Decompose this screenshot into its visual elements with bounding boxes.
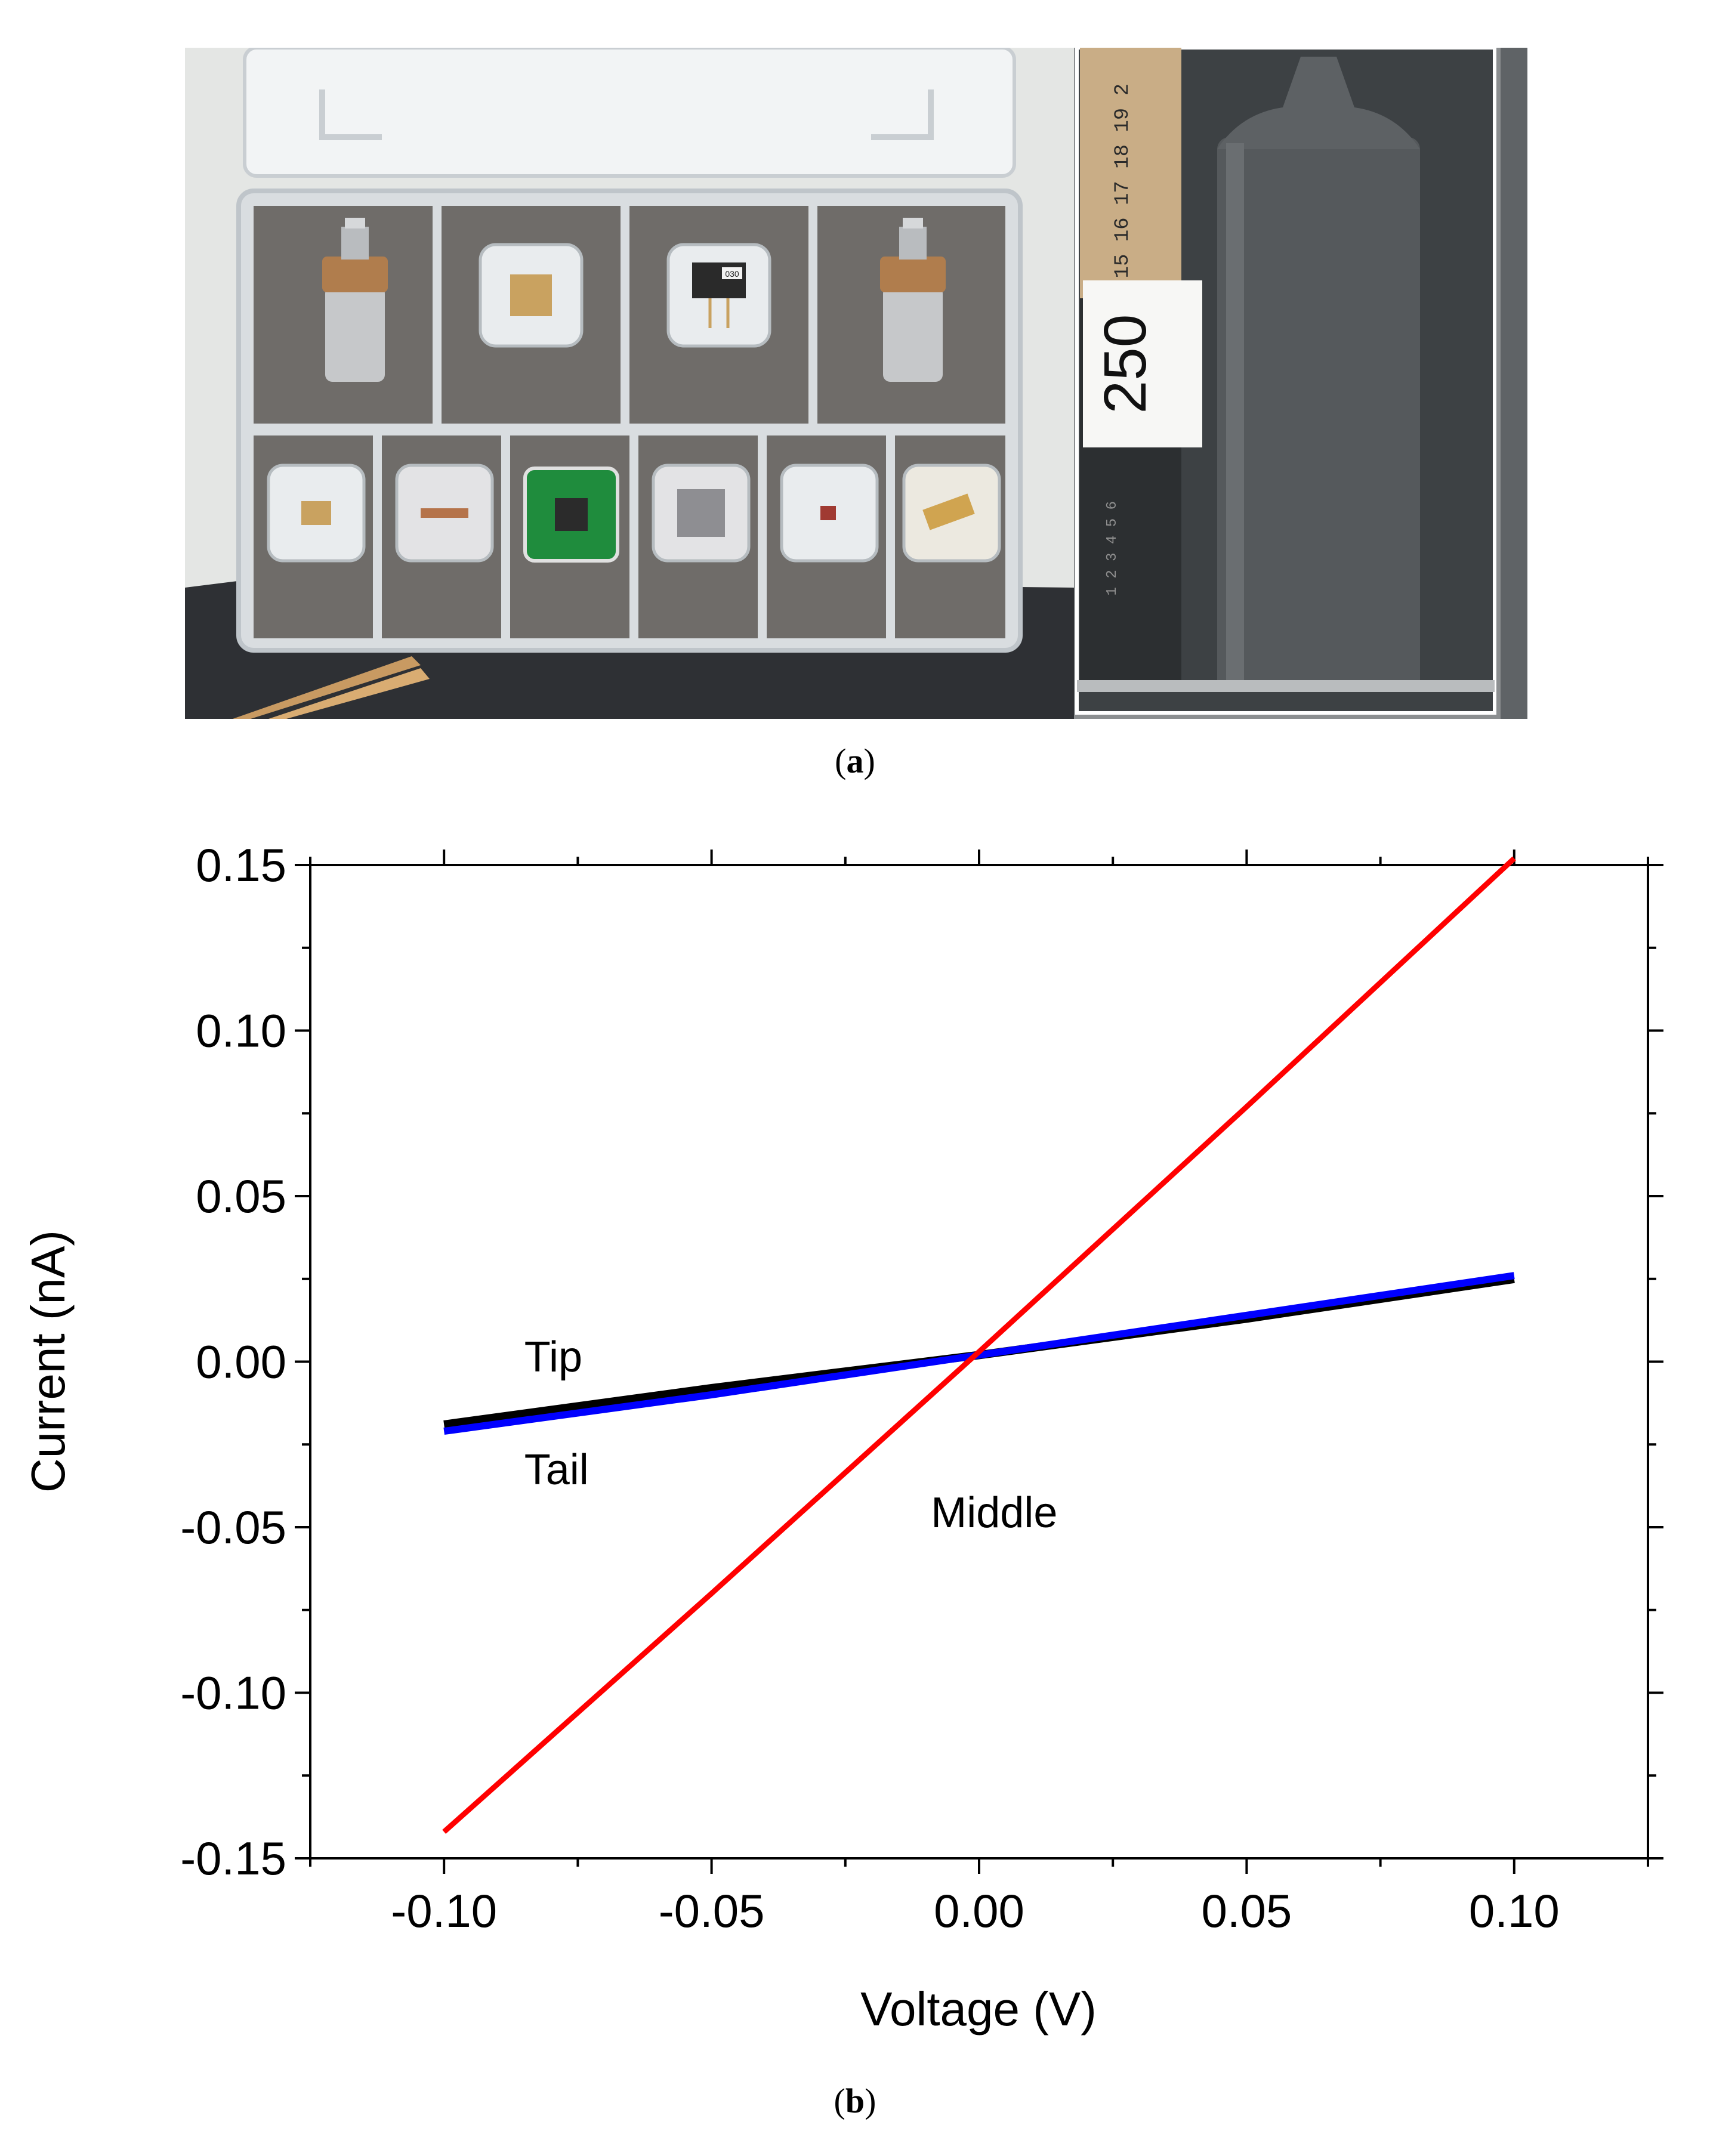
specimen-photo: 030 13 14 15 16 17 18 19 2 1 2 [185, 48, 1527, 719]
gel-box-gold-chip [479, 243, 584, 348]
gel-box-copper-strip [395, 464, 494, 563]
plot-frame [309, 864, 1649, 1860]
y-axis: 0.15 0.10 0.05 0.00 -0.05 -0.10 -0.15 [180, 839, 1663, 1885]
gel-box-mounted-chip [902, 464, 1001, 563]
gel-box-small-gold [267, 464, 366, 563]
y-tick-label: 0.00 [196, 1336, 286, 1388]
tweezers [233, 656, 430, 719]
y-tick-label: 0.05 [196, 1170, 286, 1222]
bnc-detector-right [880, 218, 946, 382]
chip-tag: 030 [725, 269, 739, 279]
label-card: 250 [1083, 280, 1202, 447]
label-card-number: 250 [1092, 314, 1159, 414]
x-tick-label: -0.05 [659, 1885, 765, 1937]
annotation-layer: Tip Tail Middle [524, 1333, 1058, 1537]
bnc-detector-left [322, 218, 388, 382]
y-tick-label: -0.10 [180, 1667, 286, 1719]
x-axis: -0.10 -0.05 0.00 0.05 0.10 [309, 850, 1649, 1937]
annotation-tip: Tip [524, 1333, 582, 1381]
iv-chart: -0.10 -0.05 0.00 0.05 0.10 0.150.100.050.00-… [21, 839, 1663, 2035]
y-tick-label: 0.15 [196, 839, 286, 891]
gel-box-diode: 030 [666, 243, 771, 348]
series-layer [442, 856, 1516, 1834]
x-tick-label: 0.05 [1201, 1885, 1292, 1937]
gel-box-red-chip [780, 464, 879, 563]
caption-b: (b) [834, 2081, 876, 2120]
x-tick-label: 0.10 [1469, 1885, 1560, 1937]
y-tick-label: -0.05 [180, 1501, 286, 1553]
gel-box-grey-square [652, 464, 751, 563]
y-axis-label: Current (nA) [21, 1230, 75, 1493]
y-tick-label: 0.10 [196, 1005, 286, 1057]
caption-a: (a) [835, 742, 875, 780]
x-axis-label: Voltage (V) [860, 1982, 1097, 2035]
green-pcb-board [523, 467, 619, 563]
plot-border [309, 864, 1649, 1860]
x-tick-label: -0.10 [391, 1885, 497, 1937]
x-tick-label: 0.00 [934, 1885, 1024, 1937]
series-line-middle [442, 856, 1516, 1834]
graphite-cylinder [1217, 57, 1420, 692]
annotation-middle: Middle [931, 1489, 1057, 1537]
annotation-tail: Tail [524, 1446, 589, 1494]
y-tick-label: -0.15 [180, 1832, 286, 1885]
ruler-lower-scale: 1 2 3 4 5 6 [1104, 501, 1121, 595]
